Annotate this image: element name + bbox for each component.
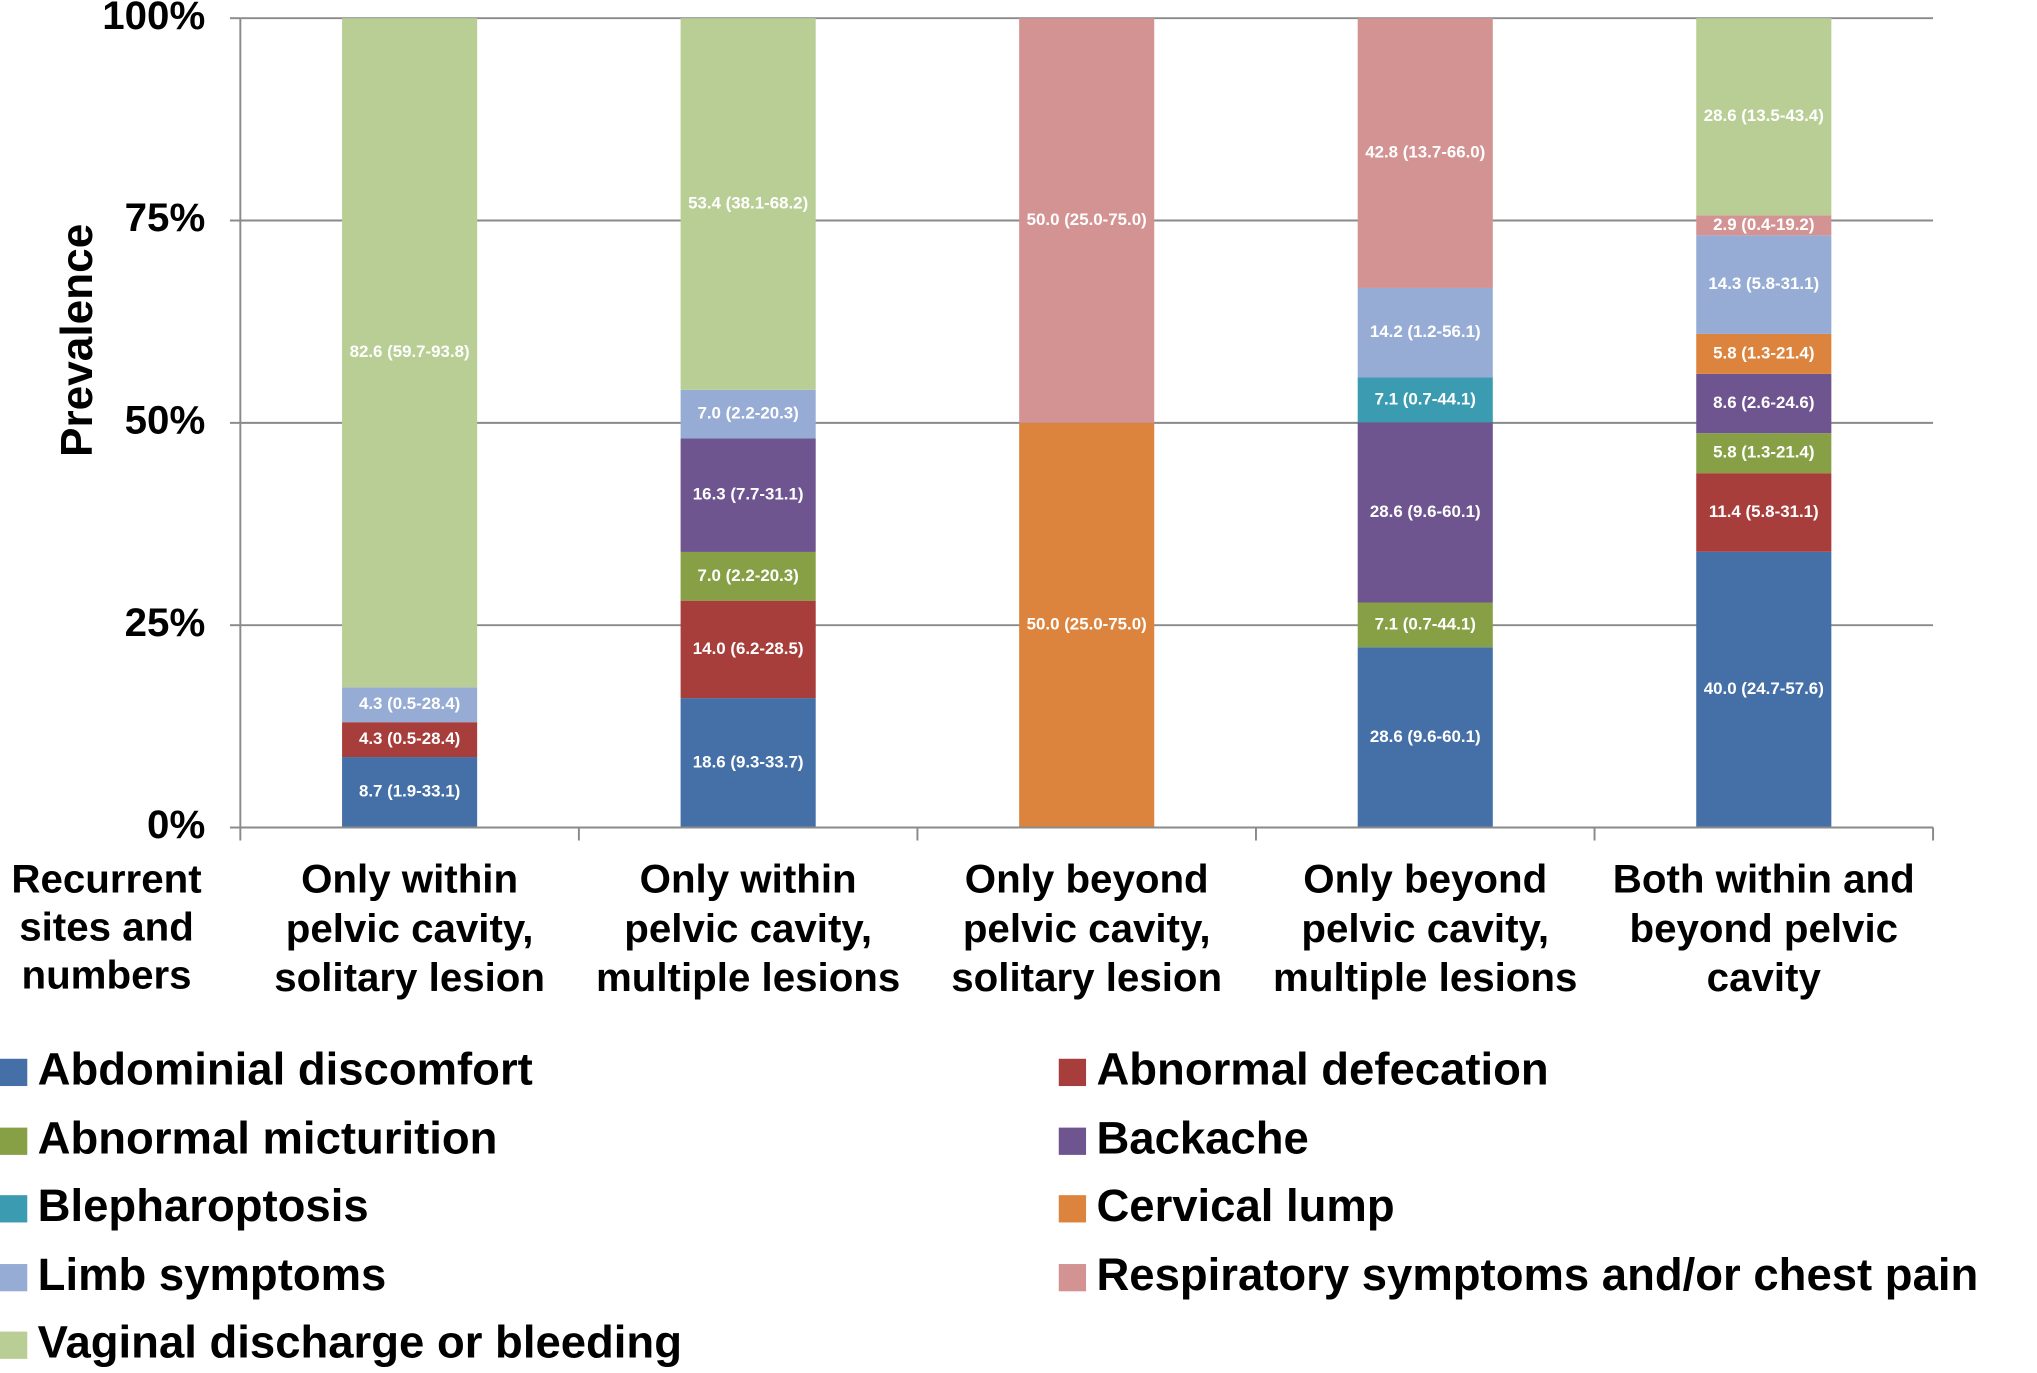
bar-segment xyxy=(1019,18,1155,423)
legend-swatch xyxy=(0,1195,28,1223)
legend-entry: Limb symptoms xyxy=(0,1249,386,1301)
bar-segment xyxy=(1357,287,1493,378)
legend-entry: Blepharoptosis xyxy=(0,1181,369,1233)
data-label: 18.6 (9.3-33.7) xyxy=(693,752,804,771)
legend-swatch xyxy=(0,1331,28,1359)
legend-label: Vaginal discharge or bleeding xyxy=(37,1317,682,1368)
bar-segment xyxy=(680,600,816,699)
x-tick-label: Only within pelvic cavity, solitary lesi… xyxy=(274,856,546,1001)
legend-label: Cervical lump xyxy=(1096,1180,1395,1232)
y-tick-label: 100% xyxy=(102,0,205,38)
bar-segment xyxy=(342,18,478,688)
data-label: 42.8 (13.7-66.0) xyxy=(1365,143,1485,162)
legend-swatch xyxy=(0,1263,28,1291)
data-label: 4.3 (0.5-28.4) xyxy=(359,694,460,713)
bar-segment xyxy=(1696,215,1832,236)
bar-segment xyxy=(1696,433,1832,474)
data-label: 7.0 (2.2-20.3) xyxy=(697,404,798,423)
data-label: 7.1 (0.7-44.1) xyxy=(1375,389,1476,408)
y-tick-label: 0% xyxy=(147,802,205,847)
bar-segment xyxy=(680,389,816,439)
legend-swatch xyxy=(1058,1058,1087,1087)
bar-segment xyxy=(680,698,816,828)
data-label: 4.3 (0.5-28.4) xyxy=(359,729,460,748)
bar-segment xyxy=(680,551,816,601)
legend-swatch xyxy=(1058,1126,1087,1155)
data-label: 82.6 (59.7-93.8) xyxy=(350,342,470,361)
legend-label: Blepharoptosis xyxy=(37,1180,369,1232)
legend-entry: Abdominial discomfort xyxy=(0,1044,533,1096)
data-label: 53.4 (38.1-68.2) xyxy=(688,193,808,212)
chart: Prevalence 0% 25% 50% 75% 100% 8.7 (1.9-33.1)… xyxy=(53,0,1935,847)
data-label: 8.7 (1.9-33.1) xyxy=(359,782,460,801)
data-label: 28.6 (9.6-60.1) xyxy=(1370,727,1481,746)
legend-entry: Cervical lump xyxy=(1058,1180,1395,1233)
data-label: 2.9 (0.4-19.2) xyxy=(1713,215,1814,234)
bar-segment xyxy=(1696,18,1832,216)
legend-label: Limb symptoms xyxy=(37,1249,387,1300)
legend-label: Respiratory symptoms and/or chest pain xyxy=(1096,1249,1979,1300)
bar-segment xyxy=(1357,647,1493,828)
y-tick-label: 25% xyxy=(125,600,206,645)
bar-segment xyxy=(1019,422,1155,828)
y-axis-title: Prevalence xyxy=(53,224,102,457)
bar-segment xyxy=(342,687,478,723)
legend-entry: Vaginal discharge or bleeding xyxy=(0,1317,682,1369)
bar-segment xyxy=(342,722,478,758)
legend-swatch xyxy=(0,1058,28,1087)
legend-swatch xyxy=(1058,1263,1087,1291)
data-label: 28.6 (13.5-43.4) xyxy=(1704,106,1824,125)
legend-entry: Respiratory symptoms and/or chest pain xyxy=(1058,1249,1979,1301)
bar-segment xyxy=(1357,422,1493,603)
bar-segment xyxy=(1357,377,1493,423)
x-tick-label: Both within and beyond pelvic cavity xyxy=(1612,856,1915,1001)
data-label: 5.8 (1.3-21.4) xyxy=(1713,443,1814,462)
y-tick-label: 75% xyxy=(125,195,206,240)
x-tick-label: Only within pelvic cavity, multiple lesi… xyxy=(595,856,901,1001)
data-label: 28.6 (9.6-60.1) xyxy=(1370,502,1481,521)
data-label: 50.0 (25.0-75.0) xyxy=(1027,615,1147,634)
data-label: 7.0 (2.2-20.3) xyxy=(697,566,798,585)
legend-swatch xyxy=(0,1126,28,1155)
bar-segment xyxy=(1696,373,1832,434)
data-label: 14.3 (5.8-31.1) xyxy=(1708,274,1819,293)
x-tick-label: Only beyond pelvic cavity, solitary lesi… xyxy=(951,856,1223,1001)
data-label: 14.0 (6.2-28.5) xyxy=(693,639,804,658)
legend-label: Abdominial discomfort xyxy=(37,1044,533,1096)
data-label: 8.6 (2.6-24.6) xyxy=(1713,393,1814,412)
data-label: 7.1 (0.7-44.1) xyxy=(1375,614,1476,633)
legend-label: Backache xyxy=(1096,1112,1309,1164)
bar-segment xyxy=(1696,235,1832,334)
bar-segment xyxy=(1357,602,1493,648)
y-tick-label: 50% xyxy=(125,397,206,442)
bar-segment xyxy=(1696,551,1832,828)
legend-entry: Abnormal defecation xyxy=(1058,1044,1549,1096)
x-axis-title: Recurrent sites and numbers xyxy=(11,856,202,998)
bar-segment xyxy=(1357,18,1493,288)
legend-swatch xyxy=(1058,1195,1087,1223)
bar-segment xyxy=(680,18,816,390)
x-tick-label: Only beyond pelvic cavity, multiple lesi… xyxy=(1273,856,1578,1001)
data-label: 11.4 (5.8-31.1) xyxy=(1709,502,1819,521)
data-label: 14.2 (1.2-56.1) xyxy=(1370,322,1481,341)
data-label: 5.8 (1.3-21.4) xyxy=(1713,343,1814,362)
data-label: 50.0 (25.0-75.0) xyxy=(1027,210,1147,229)
legend-entry: Backache xyxy=(1058,1112,1309,1165)
legend-label: Abnormal micturition xyxy=(37,1112,498,1164)
legend-label: Abnormal defecation xyxy=(1096,1044,1549,1096)
bar-segment xyxy=(1696,473,1832,552)
bar-segment xyxy=(680,438,816,552)
legend-entry: Abnormal micturition xyxy=(0,1113,497,1165)
bar-segment xyxy=(1696,333,1832,374)
bar-segment xyxy=(342,757,478,828)
data-label: 16.3 (7.7-31.1) xyxy=(693,485,804,504)
data-label: 40.0 (24.7-57.6) xyxy=(1704,679,1824,698)
